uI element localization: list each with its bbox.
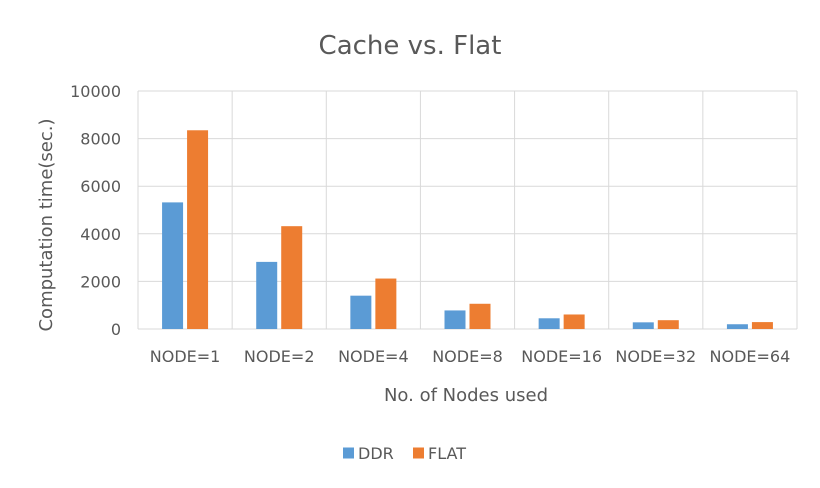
- y-tick-label: 2000: [80, 272, 121, 291]
- y-axis-ticks: 0 2000 4000 6000 8000 10000: [70, 82, 121, 339]
- legend-label-flat: FLAT: [428, 444, 466, 463]
- x-tick-label: NODE=16: [521, 347, 602, 366]
- bar-ddr-node-64: [726, 324, 748, 329]
- y-tick-label: 8000: [80, 130, 121, 149]
- x-tick-label: NODE=64: [710, 347, 791, 366]
- legend-label-ddr: DDR: [358, 444, 394, 463]
- y-tick-label: 10000: [70, 82, 121, 101]
- legend-swatch-flat: [413, 447, 424, 459]
- x-axis-label: No. of Nodes used: [384, 385, 548, 406]
- bar-ddr-node-4: [350, 295, 372, 329]
- y-tick-label: 0: [111, 320, 121, 339]
- x-tick-label: NODE=32: [615, 347, 696, 366]
- y-axis-label: Computation time(sec.): [36, 118, 57, 331]
- bar-flat-node-2: [281, 226, 303, 329]
- bar-flat-node-8: [469, 303, 491, 329]
- x-tick-label: NODE=2: [244, 347, 315, 366]
- x-tick-label: NODE=4: [338, 347, 409, 366]
- bar-flat-node-1: [187, 130, 209, 329]
- gridlines: [137, 90, 798, 330]
- bar-flat-node-32: [657, 320, 679, 329]
- bars: [162, 130, 773, 329]
- bar-ddr-node-16: [538, 318, 560, 329]
- chart-title: Cache vs. Flat: [319, 31, 502, 61]
- x-tick-label: NODE=1: [150, 347, 221, 366]
- bar-ddr-node-8: [444, 310, 466, 329]
- bar-ddr-node-2: [256, 261, 278, 329]
- bar-flat-node-4: [375, 278, 397, 329]
- bar-flat-node-16: [563, 314, 585, 329]
- x-axis-ticks: NODE=1 NODE=2 NODE=4 NODE=8 NODE=16 NODE=32 NO…: [150, 347, 791, 366]
- bar-flat-node-64: [751, 322, 773, 329]
- x-tick-label: NODE=8: [432, 347, 503, 366]
- bar-ddr-node-32: [632, 322, 654, 329]
- y-tick-label: 6000: [80, 177, 121, 196]
- legend-swatch-ddr: [343, 447, 354, 459]
- y-tick-label: 4000: [80, 225, 121, 244]
- legend: DDR FLAT: [343, 444, 466, 463]
- bar-ddr-node-1: [162, 202, 184, 329]
